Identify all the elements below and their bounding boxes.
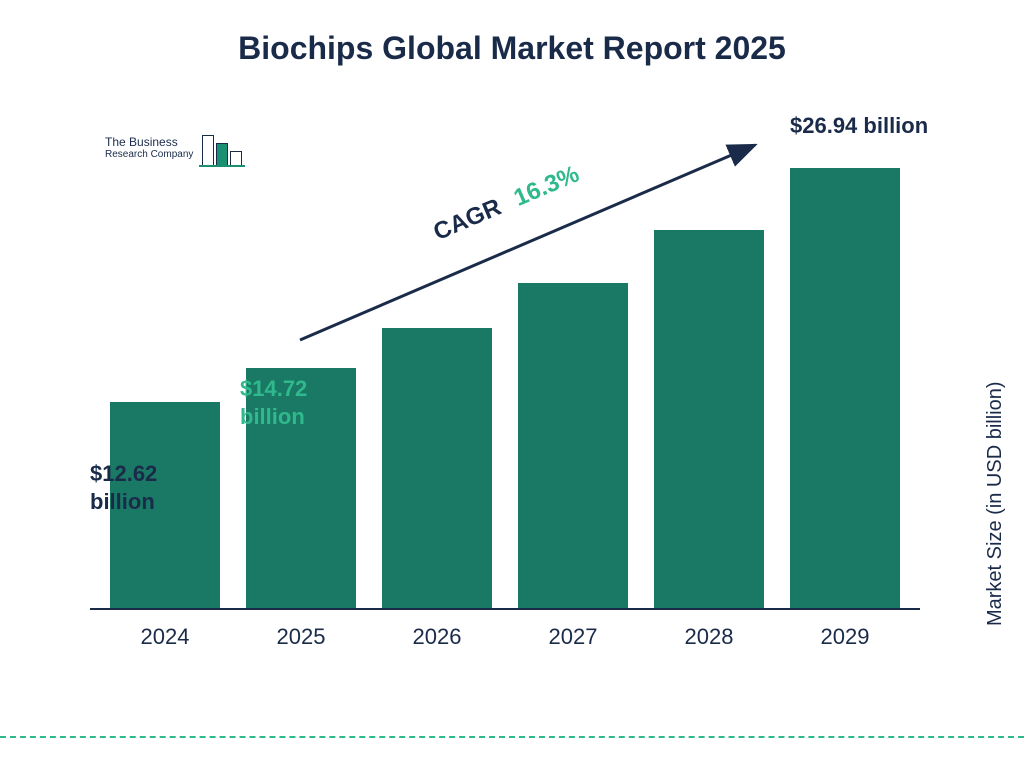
x-axis-tick-label: 2029 <box>790 616 900 650</box>
x-axis-baseline <box>90 608 920 610</box>
value-label-2024: $12.62billion <box>90 460 157 515</box>
value-label-2029: $26.94 billion <box>790 112 928 140</box>
value-label-2025: $14.72billion <box>240 375 307 430</box>
x-axis-tick-label: 2025 <box>246 616 356 650</box>
x-axis-tick-label: 2026 <box>382 616 492 650</box>
x-axis-labels: 2024 2025 2026 2027 2028 2029 <box>90 616 920 650</box>
bar-2029 <box>790 168 900 608</box>
bar-rect <box>790 168 900 608</box>
bar-rect <box>382 328 492 608</box>
x-axis-tick-label: 2028 <box>654 616 764 650</box>
x-axis-tick-label: 2027 <box>518 616 628 650</box>
bar-2026 <box>382 328 492 608</box>
x-axis-tick-label: 2024 <box>110 616 220 650</box>
footer-dashed-line <box>0 736 1024 738</box>
chart-title: Biochips Global Market Report 2025 <box>0 30 1024 67</box>
y-axis-label: Market Size (in USD billion) <box>985 382 1008 627</box>
